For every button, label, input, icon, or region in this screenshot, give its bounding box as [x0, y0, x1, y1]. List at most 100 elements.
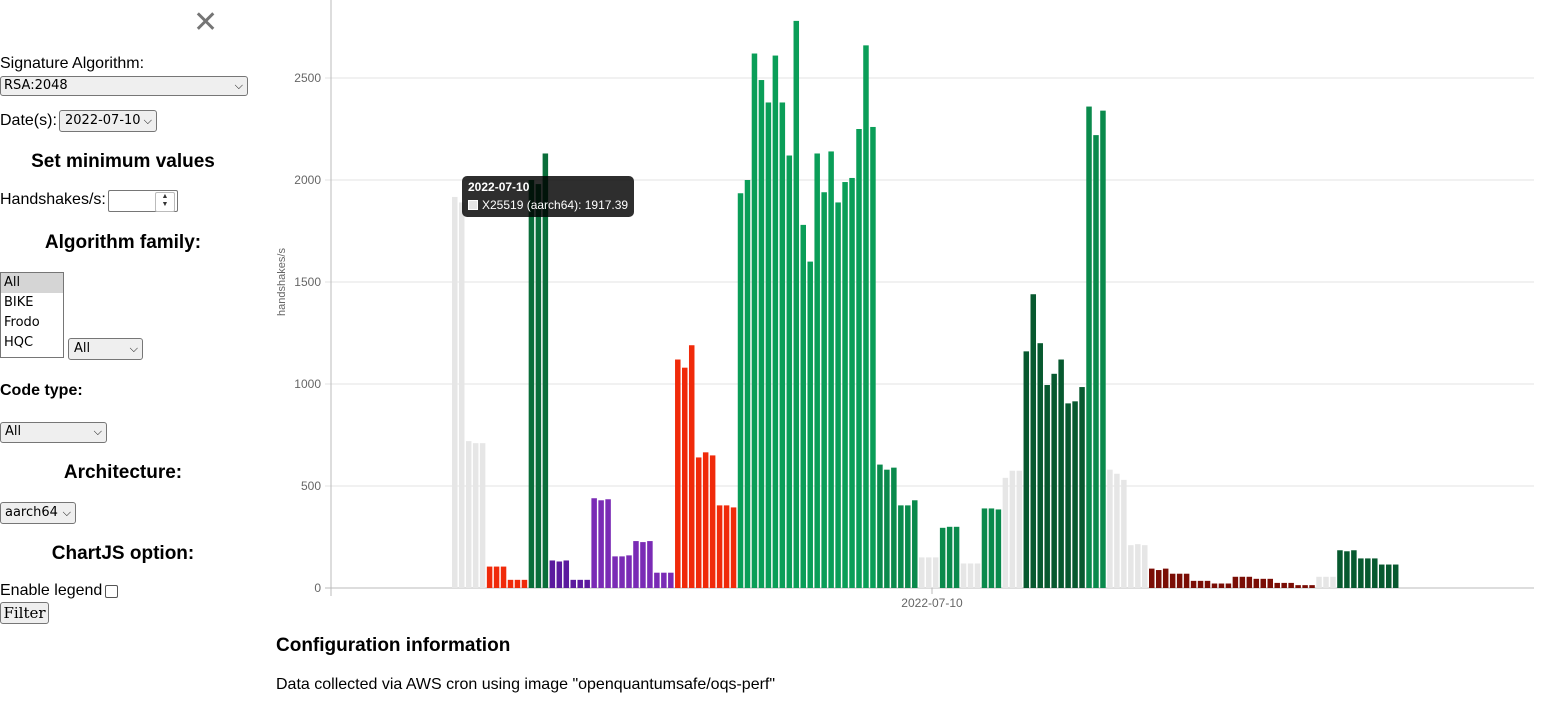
- bar: [1183, 573, 1190, 588]
- y-tick-label: 1000: [294, 377, 321, 391]
- bar: [1302, 585, 1308, 588]
- signature-algorithm-label: Signature Algorithm:: [0, 55, 145, 72]
- bar: [1093, 135, 1099, 588]
- bar: [828, 151, 834, 588]
- bar: [1197, 580, 1204, 588]
- enable-legend-checkbox[interactable]: [105, 585, 118, 598]
- chevron-down-icon: ⌵: [234, 79, 243, 92]
- algorithm-variant-select[interactable]: All ⌵: [68, 338, 143, 360]
- bar: [612, 556, 618, 588]
- bar: [626, 555, 632, 588]
- bar: [1392, 564, 1399, 588]
- bar: [702, 452, 709, 588]
- bar: [668, 572, 674, 588]
- bar: [960, 563, 967, 588]
- bar: [821, 192, 827, 589]
- architecture-value: aarch64: [5, 505, 58, 520]
- bar: [1072, 401, 1078, 588]
- bar: [835, 202, 841, 588]
- number-stepper[interactable]: ▲ ▼: [155, 192, 175, 212]
- dates-select[interactable]: 2022-07-10 ⌵: [59, 110, 157, 132]
- bar: [786, 155, 793, 588]
- bar: [842, 182, 848, 589]
- close-icon[interactable]: ✕: [193, 5, 219, 40]
- signature-algorithm-value: RSA:2048: [4, 78, 68, 93]
- bar: [682, 367, 688, 588]
- architecture-select[interactable]: aarch64 ⌵: [0, 502, 76, 524]
- bar: [1100, 110, 1106, 588]
- bar: [528, 180, 535, 588]
- bar: [452, 196, 458, 588]
- architecture-heading: Architecture:: [63, 462, 183, 483]
- bar: [793, 20, 800, 588]
- bar: [577, 579, 583, 588]
- tooltip-color-swatch: [468, 200, 478, 210]
- bar: [1309, 585, 1315, 588]
- bar: [500, 566, 507, 588]
- bar: [1079, 387, 1085, 588]
- bar: [465, 441, 472, 588]
- handshakes-label: Handshakes/s:: [0, 191, 106, 208]
- bar: [640, 542, 646, 588]
- bar: [1016, 470, 1023, 588]
- bar-chart[interactable]: 0 500 1000 1500 2000 2500 handshakes/s 2022-07-…: [270, 0, 1540, 620]
- bar: [1142, 545, 1148, 588]
- bar: [772, 55, 779, 589]
- bar: [730, 507, 737, 588]
- family-option-frodo[interactable]: Frodo: [4, 315, 40, 330]
- configuration-text: Data collected via AWS cron using image …: [276, 676, 776, 693]
- bar: [1344, 551, 1350, 588]
- bar: [556, 561, 563, 588]
- bar: [1107, 469, 1113, 588]
- chevron-down-icon: ⌵: [62, 506, 71, 519]
- bar: [723, 505, 730, 588]
- bar: [675, 359, 681, 588]
- bar: [716, 505, 723, 588]
- bar: [953, 526, 960, 588]
- bar: [918, 557, 925, 588]
- bar: [1239, 576, 1246, 588]
- bar: [863, 45, 869, 589]
- bar: [925, 557, 932, 588]
- bar: [695, 457, 702, 588]
- bar: [647, 541, 653, 588]
- filter-button[interactable]: Filter: [0, 602, 49, 624]
- y-axis-label: handshakes/s: [276, 248, 288, 316]
- bar: [1274, 582, 1280, 588]
- bar: [535, 184, 542, 588]
- y-tick-label: 2000: [294, 173, 321, 187]
- bar: [1351, 550, 1357, 588]
- dates-value: 2022-07-10: [65, 113, 141, 128]
- bar: [877, 464, 883, 588]
- bar: [758, 80, 765, 588]
- bar: [1086, 106, 1092, 588]
- family-option-bike[interactable]: BIKE: [4, 295, 34, 310]
- bar: [570, 579, 576, 588]
- bar: [1260, 578, 1267, 588]
- signature-algorithm-select[interactable]: RSA:2048 ⌵: [0, 76, 248, 96]
- y-tick-label: 0: [314, 581, 321, 595]
- filter-sidebar: ✕ Signature Algorithm: RSA:2048 ⌵ Date(s…: [0, 0, 248, 716]
- family-option-all[interactable]: All: [1, 273, 63, 293]
- bar: [1135, 544, 1141, 588]
- bar: [1023, 351, 1030, 588]
- code-type-select[interactable]: All ⌵: [0, 422, 107, 443]
- bar: [1149, 568, 1155, 588]
- bar: [1323, 576, 1329, 588]
- algorithm-family-listbox[interactable]: All BIKE Frodo HQC: [0, 272, 64, 358]
- bar: [1169, 573, 1176, 588]
- bar: [744, 180, 751, 588]
- algorithm-variant-value: All: [74, 341, 91, 356]
- configuration-heading: Configuration information: [276, 635, 511, 656]
- chartjs-option-heading: ChartJS option:: [51, 543, 195, 564]
- enable-legend-label: Enable legend: [0, 582, 103, 599]
- code-type-value: All: [5, 424, 22, 439]
- bar: [765, 102, 772, 588]
- bar: [619, 556, 625, 588]
- dates-label: Date(s):: [0, 112, 57, 129]
- handshakes-input[interactable]: ▲ ▼: [108, 190, 178, 212]
- family-option-hqc[interactable]: HQC: [4, 335, 34, 350]
- bar: [1316, 576, 1322, 588]
- bar: [912, 500, 918, 588]
- bar: [981, 508, 988, 588]
